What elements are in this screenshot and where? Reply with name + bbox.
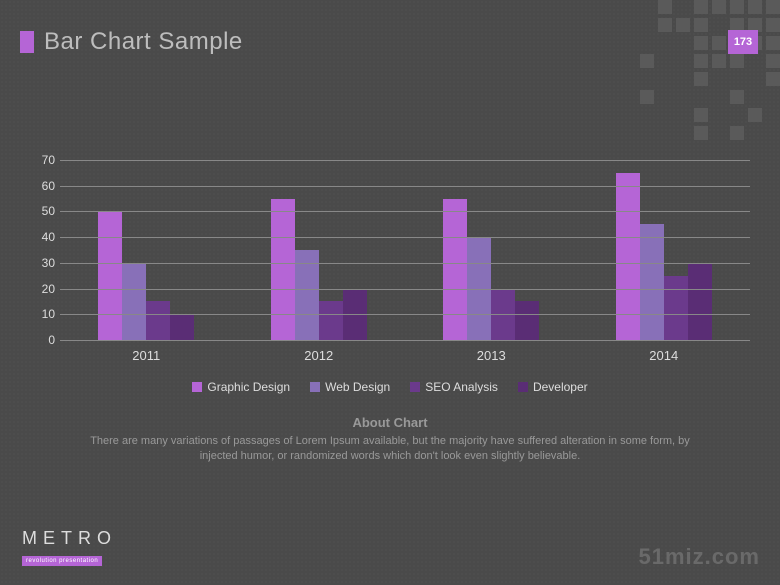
bars (616, 160, 712, 340)
deco-square (658, 0, 672, 14)
legend-item: Graphic Design (192, 380, 290, 394)
legend-label: Web Design (325, 380, 390, 394)
deco-square (748, 108, 762, 122)
bar (319, 301, 343, 340)
title-accent-marker (20, 31, 34, 53)
deco-square (730, 54, 744, 68)
deco-square (766, 36, 780, 50)
y-tick-label: 70 (20, 153, 55, 167)
bar-group: 2014 (578, 160, 751, 340)
y-tick-label: 60 (20, 179, 55, 193)
x-tick-label: 2014 (578, 340, 751, 363)
deco-square (694, 36, 708, 50)
bar (515, 301, 539, 340)
bar (640, 224, 664, 340)
x-tick-label: 2012 (233, 340, 406, 363)
legend-item: Developer (518, 380, 588, 394)
bar (271, 199, 295, 340)
y-axis: 010203040506070 (20, 160, 55, 340)
gridline (60, 211, 750, 212)
y-tick-label: 20 (20, 282, 55, 296)
gridline (60, 186, 750, 187)
gridline (60, 314, 750, 315)
bar (170, 314, 194, 340)
legend-item: Web Design (310, 380, 390, 394)
logo-tagline: revolution presentation (22, 556, 102, 566)
bar (98, 211, 122, 340)
bars (98, 160, 194, 340)
gridline (60, 237, 750, 238)
page-number-badge: 173 (728, 30, 758, 54)
legend-swatch (518, 382, 528, 392)
y-tick-label: 0 (20, 333, 55, 347)
bars (271, 160, 367, 340)
about-title: About Chart (70, 415, 710, 430)
bar (664, 276, 688, 340)
bar (443, 199, 467, 340)
deco-square (766, 72, 780, 86)
deco-square (730, 0, 744, 14)
deco-square (766, 54, 780, 68)
bars (443, 160, 539, 340)
deco-square (694, 54, 708, 68)
bar-group: 2013 (405, 160, 578, 340)
chart-legend: Graphic Design Web Design SEO Analysis Deve… (0, 380, 780, 394)
deco-square (766, 18, 780, 32)
bar-chart: 010203040506070 2011201220132014 (60, 160, 750, 340)
bar-group: 2012 (233, 160, 406, 340)
about-section: About Chart There are many variations of… (70, 415, 710, 465)
deco-square (712, 36, 726, 50)
y-tick-label: 40 (20, 230, 55, 244)
deco-square (640, 90, 654, 104)
page-title: Bar Chart Sample (44, 28, 243, 56)
bar (122, 263, 146, 340)
deco-square (640, 54, 654, 68)
bar-groups: 2011201220132014 (60, 160, 750, 340)
legend-swatch (192, 382, 202, 392)
deco-square (694, 126, 708, 140)
legend-label: Developer (533, 380, 588, 394)
gridline (60, 340, 750, 341)
deco-square (694, 18, 708, 32)
y-tick-label: 30 (20, 256, 55, 270)
bar (688, 263, 712, 340)
deco-square (730, 126, 744, 140)
legend-label: SEO Analysis (425, 380, 498, 394)
deco-square (712, 54, 726, 68)
bar-group: 2011 (60, 160, 233, 340)
x-tick-label: 2013 (405, 340, 578, 363)
watermark: 51miz.com (639, 544, 761, 570)
legend-swatch (310, 382, 320, 392)
gridline (60, 289, 750, 290)
footer-logo: METRO revolution presentation (22, 528, 117, 567)
y-tick-label: 50 (20, 204, 55, 218)
legend-swatch (410, 382, 420, 392)
y-tick-label: 10 (20, 307, 55, 321)
x-tick-label: 2011 (60, 340, 233, 363)
gridline (60, 263, 750, 264)
bar (146, 301, 170, 340)
deco-square (676, 18, 690, 32)
legend-label: Graphic Design (207, 380, 290, 394)
deco-square (712, 0, 726, 14)
legend-item: SEO Analysis (410, 380, 498, 394)
corner-decoration (610, 0, 780, 150)
deco-square (766, 0, 780, 14)
deco-square (694, 72, 708, 86)
deco-square (748, 0, 762, 14)
deco-square (730, 90, 744, 104)
gridline (60, 160, 750, 161)
deco-square (694, 108, 708, 122)
logo-text: METRO (22, 528, 117, 549)
about-text: There are many variations of passages of… (70, 434, 710, 465)
deco-square (658, 18, 672, 32)
deco-square (694, 0, 708, 14)
